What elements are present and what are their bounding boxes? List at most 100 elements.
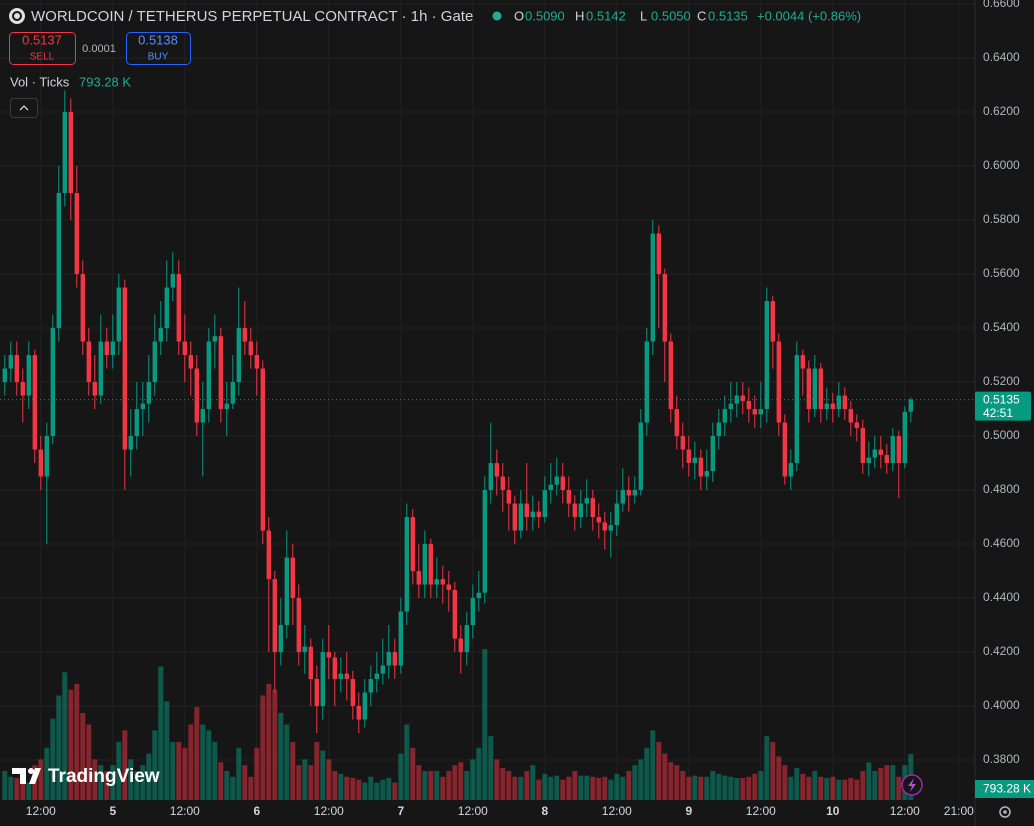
volume-bar bbox=[638, 759, 644, 800]
volume-bar bbox=[80, 712, 86, 800]
candle-body bbox=[332, 657, 337, 680]
collapse-icon[interactable] bbox=[19, 105, 29, 111]
volume-bar bbox=[662, 753, 668, 800]
y-tick-label: 0.3800 bbox=[983, 752, 1020, 766]
buy-price[interactable]: 0.5138 bbox=[138, 32, 178, 47]
candle-body bbox=[656, 233, 661, 275]
candle-body bbox=[866, 457, 871, 464]
candle-body bbox=[818, 368, 823, 410]
candle-body bbox=[500, 476, 505, 491]
x-tick-label: 12:00 bbox=[746, 804, 776, 818]
candle-body bbox=[104, 341, 109, 356]
spread: 0.0001 bbox=[82, 43, 116, 55]
candle-body bbox=[410, 517, 415, 572]
volume-bar bbox=[704, 776, 710, 800]
volume-bar bbox=[716, 773, 722, 800]
y-tick-label: 0.5000 bbox=[983, 428, 1020, 442]
volume-title: Vol · Ticks bbox=[10, 74, 70, 89]
candle-body bbox=[788, 463, 793, 477]
volume-bar bbox=[260, 695, 266, 800]
y-tick-label: 0.4200 bbox=[983, 644, 1020, 658]
candle-body bbox=[524, 503, 529, 518]
volume-bar bbox=[356, 779, 362, 800]
candle-body bbox=[278, 625, 283, 653]
volume-pane bbox=[2, 649, 914, 800]
ohlc-letter: O bbox=[514, 8, 524, 23]
candle-body bbox=[836, 395, 841, 410]
ohlc-value: 0.5050 bbox=[651, 8, 691, 23]
buy-label[interactable]: BUY bbox=[148, 52, 169, 63]
candle-body bbox=[140, 403, 145, 410]
volume-bar bbox=[182, 747, 188, 800]
candle-body bbox=[758, 409, 763, 415]
volume-bar bbox=[584, 775, 590, 800]
x-tick-label: 21:00 bbox=[944, 804, 974, 818]
candle-body bbox=[716, 422, 721, 437]
candle-body bbox=[620, 490, 625, 504]
candle-body bbox=[56, 193, 61, 329]
volume-bar bbox=[2, 770, 8, 800]
y-tick-label: 0.4400 bbox=[983, 590, 1020, 604]
candle-body bbox=[344, 673, 349, 680]
settings-icon-center[interactable] bbox=[1003, 810, 1007, 814]
volume-bar bbox=[350, 777, 356, 800]
x-tick-label: 12:00 bbox=[314, 804, 344, 818]
volume-bar bbox=[452, 765, 458, 800]
volume-bar bbox=[674, 765, 680, 800]
candle-body bbox=[146, 382, 151, 404]
settings-icon[interactable] bbox=[999, 806, 1011, 818]
candle-body bbox=[752, 409, 757, 415]
volume-bar bbox=[842, 779, 848, 800]
volume-bar bbox=[320, 750, 326, 800]
y-tick-label: 0.6600 bbox=[983, 0, 1020, 10]
y-tick-label: 0.4000 bbox=[983, 698, 1020, 712]
candle-body bbox=[710, 436, 715, 472]
candle-body bbox=[80, 274, 85, 342]
volume-bar bbox=[608, 779, 614, 800]
volume-bar bbox=[170, 741, 176, 800]
volume-bar bbox=[572, 770, 578, 800]
volume-bar bbox=[428, 770, 434, 800]
lightning-icon[interactable] bbox=[908, 778, 916, 792]
volume-bar bbox=[848, 777, 854, 800]
volume-bar bbox=[392, 782, 398, 800]
volume-bar bbox=[596, 777, 602, 800]
candle-body bbox=[896, 436, 901, 464]
candle-body bbox=[158, 328, 163, 342]
candle-body bbox=[242, 328, 247, 342]
candle-body bbox=[506, 490, 511, 504]
volume-bar bbox=[44, 747, 50, 800]
volume-bar bbox=[680, 770, 686, 800]
sell-price[interactable]: 0.5137 bbox=[22, 32, 62, 47]
volume-bar bbox=[512, 776, 518, 800]
volume-bar bbox=[494, 759, 500, 800]
candle-body bbox=[392, 652, 397, 666]
x-tick-label: 7 bbox=[397, 804, 404, 818]
candle-body bbox=[806, 368, 811, 410]
candle-body bbox=[908, 399, 913, 412]
buy-button[interactable] bbox=[126, 32, 191, 65]
candle-body bbox=[14, 355, 19, 383]
y-tick-label: 0.5400 bbox=[983, 320, 1020, 334]
candle-body bbox=[170, 274, 175, 288]
volume-bar bbox=[884, 765, 890, 800]
candle-body bbox=[548, 484, 553, 491]
volume-bar bbox=[524, 770, 530, 800]
candle-body bbox=[224, 403, 229, 410]
candles bbox=[2, 90, 913, 734]
sell-button[interactable] bbox=[9, 32, 76, 65]
volume-bar bbox=[248, 776, 254, 800]
volume-bar bbox=[296, 765, 302, 800]
collapse-button[interactable] bbox=[10, 98, 38, 118]
candle-body bbox=[434, 579, 439, 585]
sell-label[interactable]: SELL bbox=[30, 52, 55, 63]
volume-bar bbox=[8, 776, 14, 800]
candle-body bbox=[266, 530, 271, 580]
volume-bar bbox=[776, 756, 782, 800]
candle-body bbox=[290, 557, 295, 599]
candle-body bbox=[608, 525, 613, 531]
volume-bar bbox=[404, 724, 410, 800]
volume-bar bbox=[554, 775, 560, 800]
volume-bar bbox=[164, 701, 170, 800]
volume-bar bbox=[38, 759, 44, 800]
